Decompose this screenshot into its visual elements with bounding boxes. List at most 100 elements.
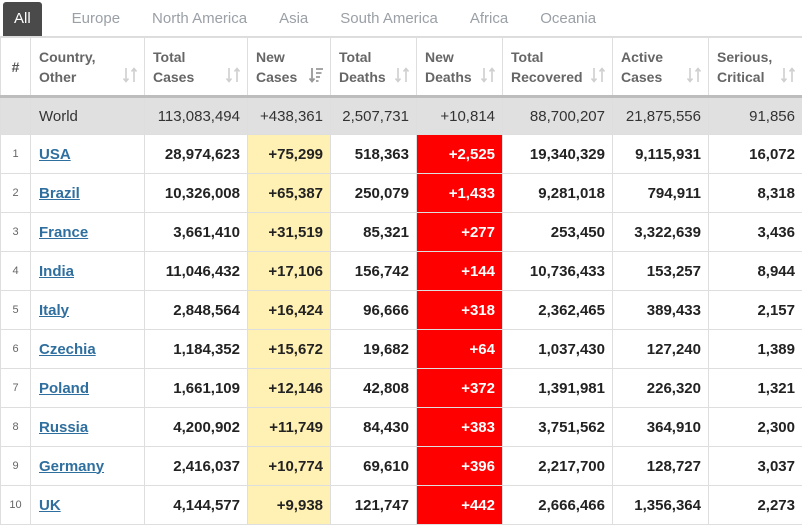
total-cases-cell: 28,974,623 — [145, 135, 248, 174]
total-cases-cell: 4,144,577 — [145, 486, 248, 525]
country-link[interactable]: Czechia — [39, 341, 96, 358]
serious-cell: 2,157 — [709, 291, 802, 330]
total-cases-cell: 4,200,902 — [145, 408, 248, 447]
country-cell: Germany — [31, 447, 145, 486]
country-link[interactable]: Russia — [39, 419, 88, 436]
new-deaths-header-line1: New — [425, 49, 454, 65]
sort-arrows-icon[interactable] — [226, 67, 240, 83]
serious-cell: 2,300 — [709, 408, 802, 447]
new-cases-cell: +31,519 — [248, 213, 331, 252]
sort-arrows-icon[interactable] — [395, 67, 409, 83]
total-deaths-header-line2: Deaths — [339, 69, 386, 85]
table-row: 3 France 3,661,410 +31,519 85,321 +277 2… — [1, 213, 802, 252]
sort-arrows-icon[interactable] — [687, 67, 701, 83]
world-total-cases-cell: 113,083,494 — [145, 97, 248, 135]
total-cases-header-line2: Cases — [153, 69, 194, 85]
serious-cell: 16,072 — [709, 135, 802, 174]
country-link[interactable]: India — [39, 263, 74, 280]
total-deaths-cell: 156,742 — [331, 252, 417, 291]
new-deaths-header[interactable]: New Deaths — [417, 38, 503, 97]
country-link[interactable]: Germany — [39, 458, 104, 475]
sort-descending-icon[interactable] — [309, 67, 323, 83]
new-cases-header-line2: Cases — [256, 69, 297, 85]
new-cases-cell: +9,938 — [248, 486, 331, 525]
new-deaths-cell: +372 — [417, 369, 503, 408]
tab-oceania[interactable]: Oceania — [528, 2, 608, 36]
sort-arrows-icon[interactable] — [481, 67, 495, 83]
total-cases-cell: 10,326,008 — [145, 174, 248, 213]
country-cell: Italy — [31, 291, 145, 330]
country-link[interactable]: Poland — [39, 380, 89, 397]
serious-critical-header[interactable]: Serious,Critical — [709, 38, 802, 97]
rank-cell: 6 — [1, 330, 31, 369]
total-recovered-cell: 1,391,981 — [503, 369, 613, 408]
total-recovered-cell: 19,340,329 — [503, 135, 613, 174]
country-link[interactable]: UK — [39, 497, 61, 514]
country-link[interactable]: France — [39, 224, 88, 241]
total-recovered-cell: 3,751,562 — [503, 408, 613, 447]
active-cases-cell: 153,257 — [613, 252, 709, 291]
country-link[interactable]: USA — [39, 146, 71, 163]
total-cases-cell: 1,184,352 — [145, 330, 248, 369]
active-cases-cell: 794,911 — [613, 174, 709, 213]
country-cell: India — [31, 252, 145, 291]
new-deaths-cell: +277 — [417, 213, 503, 252]
new-cases-cell: +12,146 — [248, 369, 331, 408]
tab-europe[interactable]: Europe — [60, 2, 132, 36]
rank-cell: 4 — [1, 252, 31, 291]
serious-cell: 1,321 — [709, 369, 802, 408]
sort-arrows-icon[interactable] — [591, 67, 605, 83]
country-header-line2: Other — [39, 69, 76, 85]
table-row: 8 Russia 4,200,902 +11,749 84,430 +383 3… — [1, 408, 802, 447]
total-cases-cell: 2,848,564 — [145, 291, 248, 330]
rank-cell: 9 — [1, 447, 31, 486]
table-row: 9 Germany 2,416,037 +10,774 69,610 +396 … — [1, 447, 802, 486]
tab-africa[interactable]: Africa — [458, 2, 520, 36]
country-cell: Brazil — [31, 174, 145, 213]
rank-cell: 8 — [1, 408, 31, 447]
rank-cell: 10 — [1, 486, 31, 525]
sort-arrows-icon[interactable] — [781, 67, 795, 83]
world-active-cases-cell: 21,875,556 — [613, 97, 709, 135]
world-total-deaths-cell: 2,507,731 — [331, 97, 417, 135]
total-recovered-cell: 1,037,430 — [503, 330, 613, 369]
new-cases-cell: +15,672 — [248, 330, 331, 369]
country-link[interactable]: Italy — [39, 302, 69, 319]
total-recovered-header-line1: Total — [511, 49, 543, 65]
serious-cell: 1,389 — [709, 330, 802, 369]
sort-arrows-icon[interactable] — [123, 67, 137, 83]
tab-south-america[interactable]: South America — [328, 2, 450, 36]
country-cell: France — [31, 213, 145, 252]
total-deaths-cell: 250,079 — [331, 174, 417, 213]
country-header[interactable]: Country, Other — [31, 38, 145, 97]
active-cases-cell: 3,322,639 — [613, 213, 709, 252]
country-cell: USA — [31, 135, 145, 174]
region-tabs: All Europe North America Asia South Amer… — [0, 0, 802, 37]
new-cases-cell: +17,106 — [248, 252, 331, 291]
new-deaths-header-line2: Deaths — [425, 69, 472, 85]
country-link[interactable]: Brazil — [39, 185, 80, 202]
total-deaths-cell: 42,808 — [331, 369, 417, 408]
table-row: 6 Czechia 1,184,352 +15,672 19,682 +64 1… — [1, 330, 802, 369]
tab-north-america[interactable]: North America — [140, 2, 259, 36]
table-row: 5 Italy 2,848,564 +16,424 96,666 +318 2,… — [1, 291, 802, 330]
new-cases-cell: +10,774 — [248, 447, 331, 486]
serious-critical-header-line2: Critical — [717, 69, 764, 85]
country-header-line1: Country, — [39, 49, 96, 65]
tab-all[interactable]: All — [3, 2, 42, 36]
active-cases-header-line2: Cases — [621, 69, 662, 85]
new-deaths-cell: +64 — [417, 330, 503, 369]
total-cases-cell: 3,661,410 — [145, 213, 248, 252]
world-new-deaths-cell: +10,814 — [417, 97, 503, 135]
total-deaths-cell: 518,363 — [331, 135, 417, 174]
tab-asia[interactable]: Asia — [267, 2, 320, 36]
new-deaths-cell: +318 — [417, 291, 503, 330]
country-cell: Czechia — [31, 330, 145, 369]
